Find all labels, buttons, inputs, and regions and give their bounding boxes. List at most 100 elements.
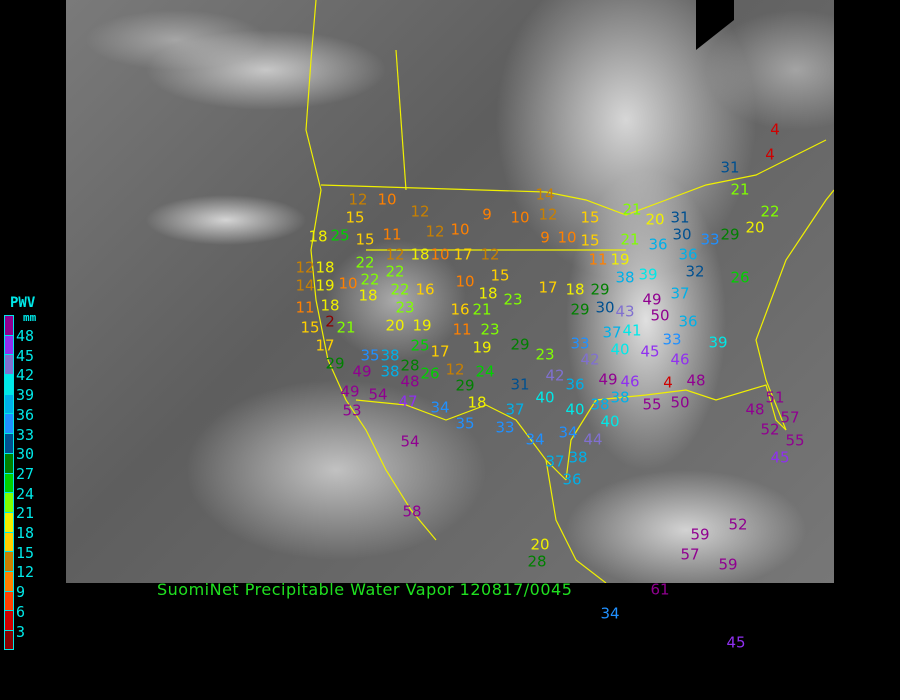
- legend-swatch: [4, 570, 14, 591]
- station-pwv-value: 34: [600, 604, 620, 623]
- station-pwv-value: 10: [510, 208, 530, 227]
- station-pwv-value: 21: [472, 300, 492, 319]
- station-pwv-value: 50: [650, 306, 670, 325]
- legend-label: 39: [16, 386, 35, 405]
- legend-swatch: [4, 413, 14, 434]
- station-pwv-value: 48: [400, 372, 420, 391]
- station-pwv-value: 36: [678, 245, 698, 264]
- station-pwv-value: 29: [720, 225, 740, 244]
- legend-label: 42: [16, 366, 35, 385]
- no-data-corner: [696, 0, 734, 50]
- station-pwv-value: 18: [410, 245, 430, 264]
- station-pwv-value: 12: [385, 245, 405, 264]
- station-pwv-value: 33: [662, 330, 682, 349]
- station-pwv-value: 15: [490, 266, 510, 285]
- legend-label: 18: [16, 524, 35, 542]
- station-pwv-value: 52: [760, 420, 780, 439]
- station-pwv-value: 20: [385, 316, 405, 335]
- station-pwv-value: 18: [478, 284, 498, 303]
- station-pwv-value: 11: [588, 250, 608, 269]
- station-pwv-value: 12: [295, 258, 315, 277]
- station-pwv-value: 23: [535, 345, 555, 364]
- station-pwv-value: 22: [760, 202, 780, 221]
- station-pwv-value: 18: [308, 227, 328, 246]
- station-pwv-value: 42: [545, 366, 565, 385]
- legend-label: 48: [16, 327, 35, 345]
- legend-label: 3: [16, 622, 26, 641]
- station-pwv-value: 45: [770, 448, 790, 467]
- station-pwv-value: 40: [600, 412, 620, 431]
- station-pwv-value: 47: [398, 392, 418, 411]
- station-pwv-value: 55: [642, 395, 662, 414]
- station-pwv-value: 18: [467, 393, 487, 412]
- station-pwv-value: 44: [583, 430, 603, 449]
- station-pwv-value: 29: [510, 335, 530, 354]
- station-pwv-value: 37: [505, 400, 525, 419]
- station-pwv-value: 24: [475, 362, 495, 381]
- station-pwv-value: 54: [400, 432, 420, 451]
- station-pwv-value: 29: [570, 300, 590, 319]
- station-pwv-value: 36: [565, 375, 585, 394]
- station-pwv-value: 53: [342, 401, 362, 420]
- station-pwv-value: 19: [412, 316, 432, 335]
- west-coastline: [305, 0, 437, 541]
- legend-swatch: [4, 472, 14, 493]
- station-pwv-value: 40: [535, 388, 555, 407]
- station-pwv-value: 57: [680, 545, 700, 564]
- station-pwv-value: 28: [527, 552, 547, 571]
- station-pwv-value: 37: [545, 452, 565, 471]
- station-pwv-value: 12: [425, 222, 445, 241]
- station-pwv-value: 19: [472, 338, 492, 357]
- station-pwv-value: 23: [503, 290, 523, 309]
- station-pwv-value: 17: [430, 342, 450, 361]
- station-pwv-value: 33: [570, 334, 590, 353]
- station-pwv-value: 57: [780, 408, 800, 427]
- station-pwv-value: 23: [480, 320, 500, 339]
- station-pwv-value: 42: [580, 350, 600, 369]
- station-pwv-value: 58: [402, 502, 422, 521]
- station-pwv-value: 9: [540, 228, 550, 247]
- station-pwv-value: 40: [565, 400, 585, 419]
- station-pwv-value: 23: [395, 298, 415, 317]
- station-pwv-value: 29: [590, 280, 610, 299]
- legend-swatch: [4, 433, 14, 453]
- station-pwv-value: 10: [377, 190, 397, 209]
- boundary-lines: [305, 0, 834, 583]
- station-pwv-value: 52: [728, 515, 748, 534]
- legend-swatch: [4, 551, 14, 571]
- station-pwv-value: 25: [410, 336, 430, 355]
- station-pwv-value: 59: [718, 555, 738, 574]
- map-title: SuomiNet Precipitable Water Vapor 120817…: [157, 580, 573, 599]
- station-pwv-value: 20: [745, 218, 765, 237]
- station-pwv-value: 43: [615, 302, 635, 321]
- legend-label: 27: [16, 464, 35, 483]
- station-pwv-value: 12: [538, 205, 558, 224]
- station-pwv-value: 18: [315, 258, 335, 277]
- station-pwv-value: 61: [650, 580, 670, 599]
- station-pwv-value: 26: [730, 268, 750, 287]
- station-pwv-value: 31: [720, 158, 740, 177]
- station-pwv-value: 11: [452, 320, 472, 339]
- legend-swatch: [4, 492, 14, 512]
- station-pwv-value: 38: [380, 362, 400, 381]
- legend-swatch: [4, 354, 14, 375]
- station-pwv-value: 38: [610, 388, 630, 407]
- station-pwv-value: 25: [330, 226, 350, 245]
- station-pwv-value: 38: [615, 268, 635, 287]
- legend-label: 30: [16, 445, 35, 464]
- station-pwv-value: 4: [770, 120, 780, 139]
- station-pwv-value: 38: [590, 395, 610, 414]
- station-pwv-value: 15: [580, 208, 600, 227]
- station-pwv-value: 15: [355, 230, 375, 249]
- station-pwv-value: 10: [455, 272, 475, 291]
- station-pwv-value: 55: [785, 431, 805, 450]
- station-pwv-value: 34: [558, 423, 578, 442]
- station-pwv-value: 40: [610, 340, 630, 359]
- station-pwv-value: 38: [380, 346, 400, 365]
- legend-swatch: [4, 452, 14, 473]
- station-pwv-value: 33: [495, 418, 515, 437]
- station-pwv-value: 18: [358, 286, 378, 305]
- station-pwv-value: 26: [420, 364, 440, 383]
- station-pwv-value: 15: [580, 231, 600, 250]
